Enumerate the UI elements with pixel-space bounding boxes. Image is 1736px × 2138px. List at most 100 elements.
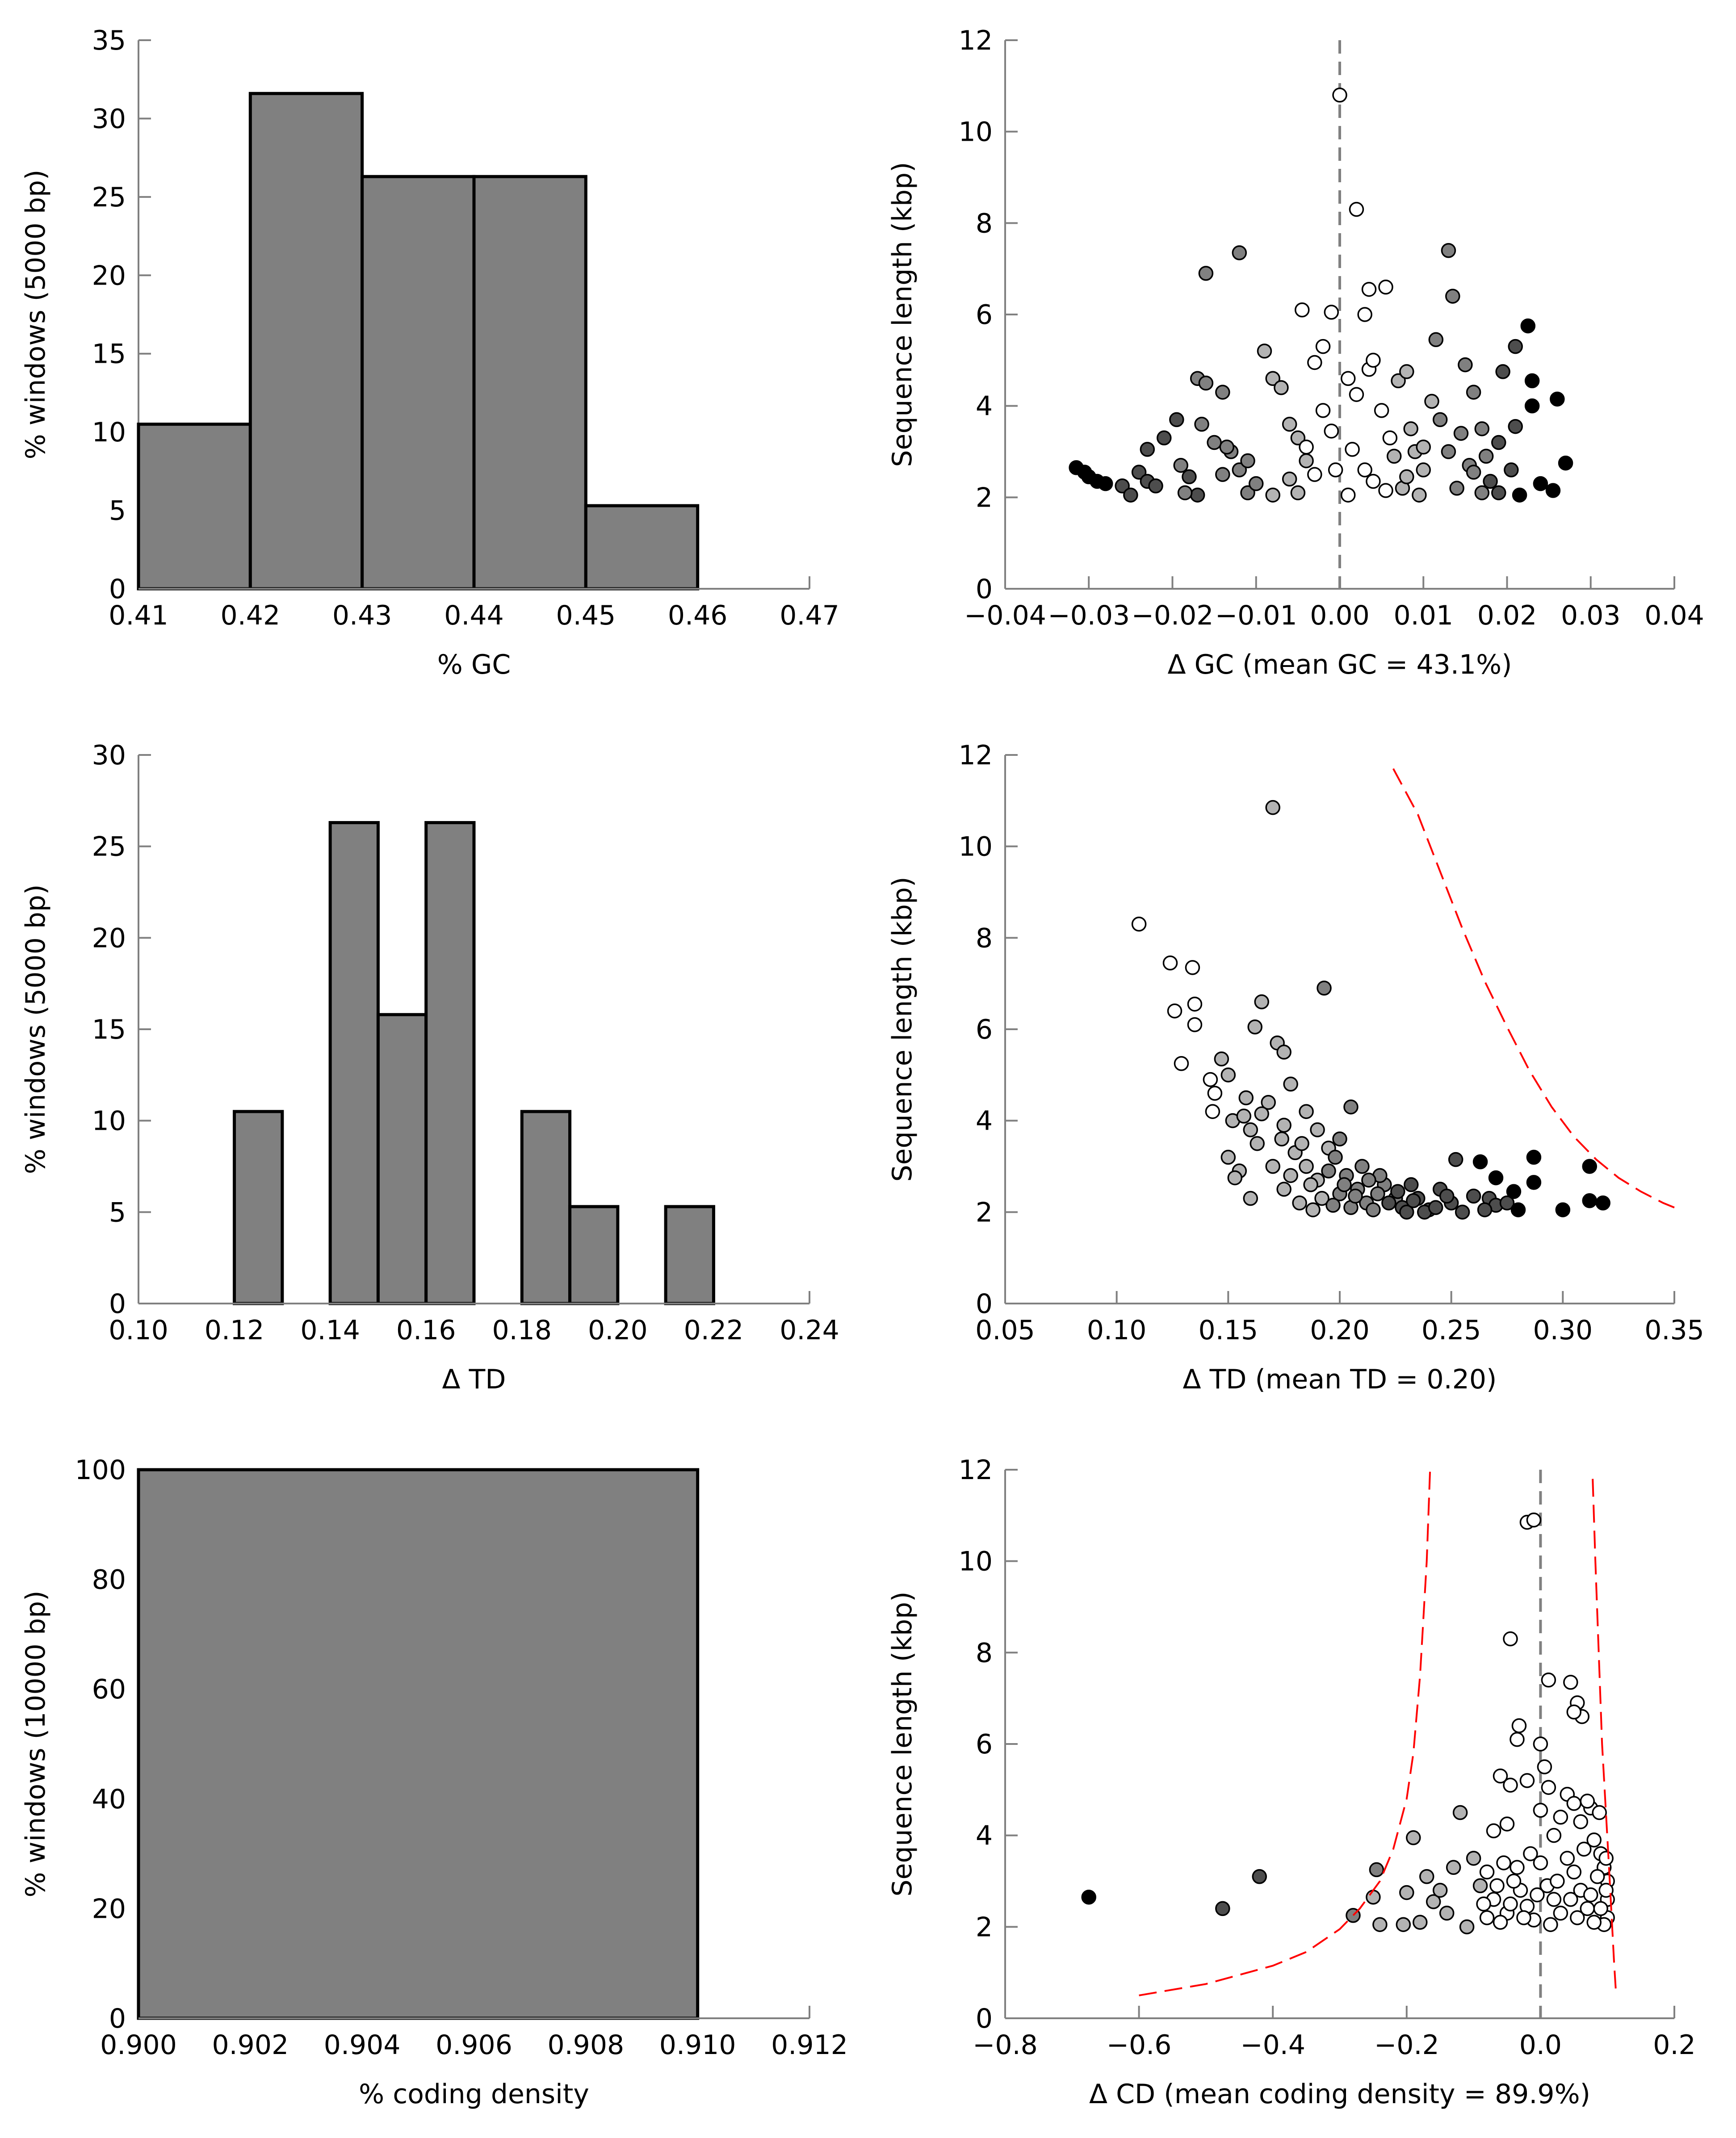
data-point [1274, 1131, 1289, 1147]
data-point [1511, 1718, 1527, 1733]
y-tick-label: 6 [976, 299, 993, 331]
data-point [1185, 960, 1200, 975]
data-point [1131, 465, 1147, 480]
data-point [1174, 1056, 1189, 1071]
data-point [1238, 1090, 1254, 1106]
data-point [1250, 1136, 1265, 1151]
data-point [1441, 243, 1456, 258]
data-point [1215, 385, 1230, 400]
data-point [1220, 1149, 1236, 1165]
data-point [1526, 1512, 1542, 1528]
data-point [1550, 391, 1565, 407]
x-tick-label: 0.904 [324, 2029, 401, 2061]
data-point [1357, 307, 1372, 322]
data-point [1243, 1191, 1258, 1206]
histogram-bar [568, 1205, 620, 1305]
y-tick-label: 6 [976, 1729, 993, 1760]
data-point [1227, 1170, 1243, 1186]
y-tick-label: 12 [959, 1455, 993, 1486]
y-axis-label: Sequence length (kbp) [887, 1591, 918, 1896]
data-point [1214, 1051, 1229, 1067]
data-point [1439, 1188, 1455, 1204]
data-point [1406, 1830, 1421, 1845]
x-tick-label: 0.22 [684, 1315, 744, 1346]
data-point [1459, 1919, 1475, 1935]
y-tick-label: 5 [109, 1197, 126, 1228]
data-point [1314, 1191, 1329, 1206]
data-point [1545, 483, 1561, 498]
data-point [1381, 1195, 1396, 1211]
data-point [1432, 1882, 1448, 1898]
data-point [1332, 88, 1347, 103]
data-point [1207, 1086, 1223, 1101]
data-point [1453, 426, 1469, 441]
data-point [1541, 1672, 1556, 1688]
data-point [1563, 1892, 1578, 1907]
data-point [1512, 487, 1527, 503]
data-point [1290, 430, 1306, 446]
y-tick-label: 8 [976, 1637, 993, 1668]
y-tick-label: 30 [92, 740, 126, 771]
x-tick-label: 0.12 [205, 1315, 264, 1346]
data-point [1503, 1631, 1518, 1647]
data-point [1328, 462, 1343, 478]
data-point [1198, 375, 1214, 391]
data-point [1386, 449, 1402, 464]
data-point [1325, 1198, 1341, 1213]
data-point [1478, 449, 1494, 464]
x-tick-label: 0.18 [492, 1315, 552, 1346]
x-tick-label: 0.42 [221, 600, 281, 631]
data-point [1582, 1193, 1598, 1208]
x-tick-label: 0.14 [300, 1315, 360, 1346]
data-point [1496, 1855, 1511, 1870]
data-point [1299, 440, 1314, 455]
y-tick-label: 80 [92, 1564, 126, 1596]
x-axis-label: % coding density [359, 2079, 589, 2110]
data-point [1474, 485, 1490, 500]
data-point [1265, 487, 1280, 503]
data-point [1366, 1890, 1381, 1905]
data-point [1510, 1202, 1526, 1217]
data-point [1526, 1175, 1542, 1190]
guide-curve [1139, 1469, 1431, 1996]
data-point [1372, 1917, 1388, 1932]
data-point [1148, 478, 1163, 494]
data-point [1566, 1796, 1582, 1811]
histogram-bar [248, 92, 364, 591]
data-point [1366, 1202, 1381, 1217]
data-point [1489, 1878, 1505, 1893]
data-point [1566, 1704, 1582, 1720]
y-tick-label: 12 [959, 25, 993, 56]
data-point [1493, 1915, 1508, 1930]
y-tick-label: 4 [976, 1106, 993, 1137]
x-tick-label: 0.45 [556, 600, 616, 631]
data-point [1345, 442, 1360, 457]
x-axis-label: Δ CD (mean coding density = 89.9%) [1089, 2079, 1590, 2110]
data-point [1391, 373, 1406, 389]
data-point [1523, 1846, 1538, 1861]
y-axis-label: Sequence length (kbp) [887, 876, 918, 1182]
data-point [1366, 474, 1381, 489]
data-point [1586, 1832, 1602, 1848]
data-point [1157, 430, 1172, 446]
data-point [1290, 485, 1306, 500]
y-tick-label: 100 [75, 1455, 126, 1486]
x-tick-label: 0.00 [1310, 600, 1370, 631]
data-point [1252, 1869, 1267, 1884]
x-tick-label: −0.04 [964, 600, 1046, 631]
y-tick-label: 0 [976, 574, 993, 605]
data-point [1276, 1044, 1292, 1060]
data-point [1595, 1195, 1610, 1211]
x-tick-label: 0.47 [780, 600, 839, 631]
data-point [1274, 380, 1289, 395]
data-point [1173, 457, 1188, 473]
histogram-bar [520, 1110, 572, 1305]
x-tick-label: 0.44 [444, 600, 504, 631]
histogram-bar [137, 1468, 700, 2020]
data-point [1324, 305, 1339, 320]
data-point [1428, 1200, 1443, 1215]
data-point [1506, 1874, 1522, 1889]
data-point [1577, 1841, 1592, 1857]
y-axis-label: Sequence length (kbp) [887, 162, 918, 467]
